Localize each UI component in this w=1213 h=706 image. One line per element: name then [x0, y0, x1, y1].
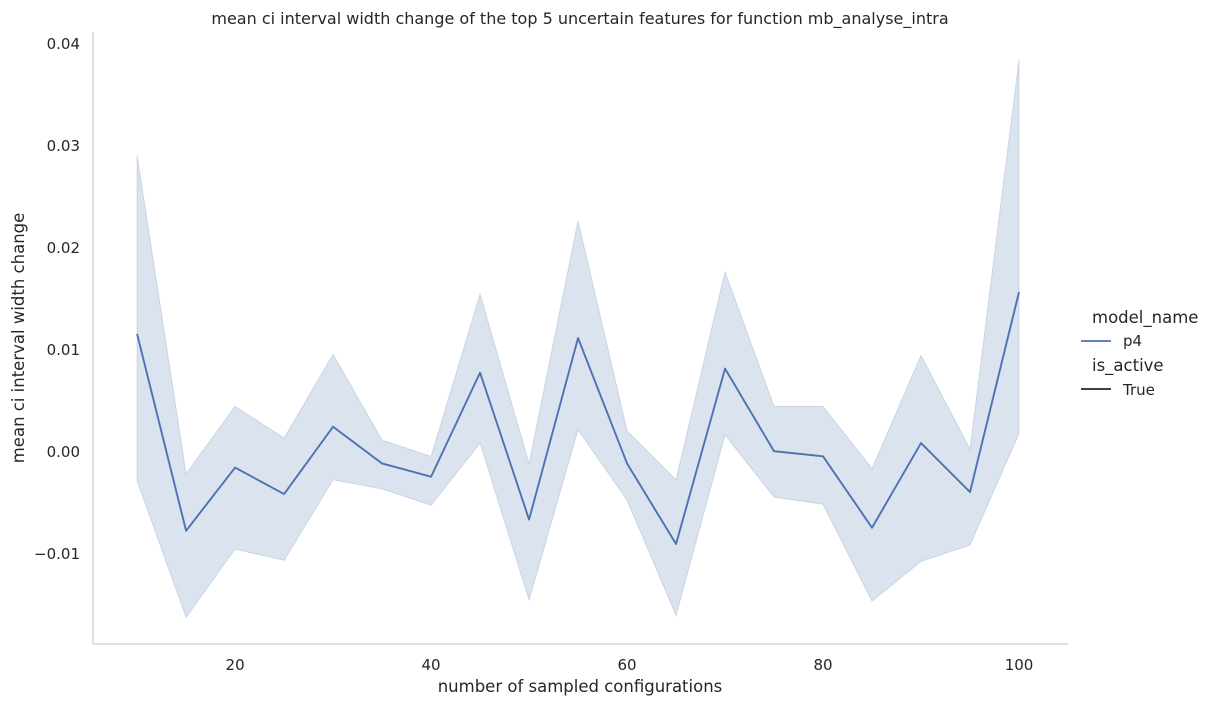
y-tick-label: 0.00 [47, 443, 80, 461]
y-tick-label: 0.04 [47, 35, 80, 53]
legend-style-label-true: True [1122, 381, 1155, 399]
axes [92, 32, 1068, 645]
y-tick-label: 0.03 [47, 137, 80, 155]
chart-title: mean ci interval width change of the top… [211, 9, 948, 29]
x-tick-label: 80 [813, 656, 832, 674]
legend-hue-title: model_name [1092, 308, 1198, 328]
series-line-p4 [136, 291, 1020, 545]
y-tick-label: 0.01 [47, 341, 80, 359]
x-tick-label: 20 [226, 656, 245, 674]
y-axis-title: mean ci interval width change [9, 213, 28, 464]
legend: model_name p4 is_active True [1081, 308, 1198, 399]
x-tick-label: 100 [1005, 656, 1034, 674]
x-tick-label: 40 [422, 656, 441, 674]
legend-hue-label-p4: p4 [1123, 332, 1142, 350]
series-lines [136, 291, 1020, 545]
y-tick-labels: −0.01 0.00 0.01 0.02 0.03 0.04 [34, 35, 80, 563]
y-tick-label: −0.01 [34, 545, 80, 563]
legend-style-title: is_active [1092, 356, 1164, 376]
y-tick-label: 0.02 [47, 239, 80, 257]
x-axis-title: number of sampled configurations [438, 677, 723, 696]
x-tick-labels: 20 40 60 80 100 [226, 656, 1034, 674]
x-tick-label: 60 [618, 656, 637, 674]
